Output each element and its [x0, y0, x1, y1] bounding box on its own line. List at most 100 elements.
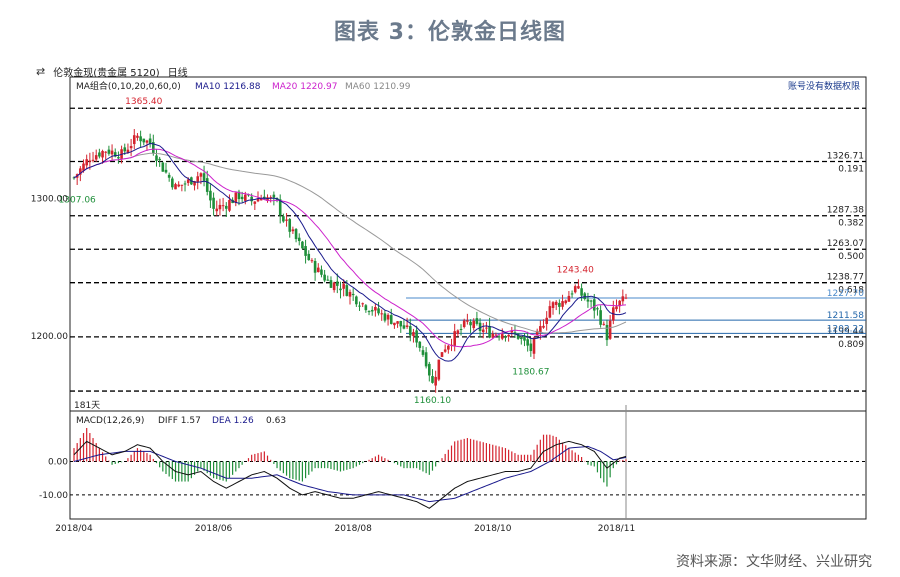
dea-line	[73, 445, 627, 503]
candle-body	[567, 295, 571, 302]
candle-body	[405, 325, 409, 327]
candle-body	[370, 309, 374, 312]
candle-body	[123, 147, 127, 152]
candle-body	[161, 162, 165, 172]
date-tick-label: 2018/08	[334, 524, 372, 534]
candle-body	[589, 300, 593, 302]
support-line-label: 1202.22	[827, 324, 864, 334]
candle-body	[456, 330, 460, 334]
candle-body	[183, 183, 187, 185]
candle-body	[72, 177, 76, 179]
candle-body	[355, 296, 358, 305]
candle-body	[421, 350, 425, 355]
candle-body	[586, 299, 590, 302]
candle-body	[196, 176, 200, 182]
account-notice: 账号没有数据权限	[788, 80, 860, 92]
candle-body	[380, 313, 384, 315]
candle-body	[615, 306, 618, 310]
fib-price-label: 1238.77	[827, 273, 864, 283]
period-label[interactable]: 日线	[167, 68, 188, 79]
candle-body	[364, 305, 368, 311]
candle-body	[320, 269, 323, 275]
candle-body	[618, 300, 621, 307]
candle-body	[269, 197, 272, 199]
fib-ratio-label: 0.618	[838, 286, 864, 296]
candle-body	[396, 321, 399, 324]
macd-legend-label: MACD(12,26,9)	[76, 416, 144, 426]
candle-body	[253, 201, 257, 204]
candle-body	[348, 291, 352, 297]
ma-legend-label: MA组合(0,10,20,0,60,0)	[76, 80, 181, 92]
candle-body	[199, 173, 203, 177]
candle-body	[237, 191, 241, 200]
candle-body	[516, 333, 520, 339]
candle-body	[621, 296, 625, 302]
candle-body	[259, 198, 263, 201]
candle-body	[523, 335, 526, 341]
candle-body	[488, 326, 491, 338]
candle-body	[107, 149, 111, 154]
candle-body	[377, 308, 380, 314]
candle-body	[447, 345, 450, 350]
fib-ratio-label: 0.500	[838, 252, 864, 262]
candle-body	[577, 286, 580, 289]
candle-body	[288, 219, 292, 232]
candle-body	[234, 192, 238, 203]
price-annotation: 1365.40	[125, 97, 162, 107]
candle-body	[526, 339, 529, 346]
arrows-icon[interactable]: ⇄	[36, 65, 46, 78]
candle-body	[402, 325, 406, 329]
support-line-label: 1227.70	[827, 289, 864, 299]
candle-body	[520, 338, 523, 340]
candle-body	[393, 322, 396, 326]
candle-body	[316, 267, 320, 273]
instrument-label[interactable]: 伦敦金现(贵金属 5120)	[53, 68, 160, 79]
ma20-legend: MA20 1220.97	[272, 82, 337, 92]
candle-body	[431, 376, 434, 383]
candle-body	[440, 352, 444, 357]
candle-body	[583, 293, 587, 299]
candle-body	[415, 330, 418, 343]
candle-body	[310, 260, 314, 262]
diff-line	[73, 440, 627, 509]
candle-body	[139, 136, 142, 142]
candle-body	[282, 216, 285, 222]
candle-body	[573, 286, 577, 293]
candle-body	[453, 331, 456, 346]
candle-body	[285, 219, 288, 221]
candle-body	[136, 135, 139, 138]
candle-body	[624, 297, 628, 299]
fib-ratio-label: 0.191	[838, 165, 864, 175]
chart-toolbar: ⇄ 伦敦金现(贵金属 5120) 日线	[36, 64, 188, 79]
candle-body	[221, 205, 225, 207]
candle-body	[383, 313, 387, 321]
candle-body	[171, 178, 174, 188]
candle-body	[177, 184, 180, 187]
fib-price-label: 1287.38	[827, 206, 864, 216]
candle-body	[339, 288, 342, 291]
ma60-line	[73, 152, 627, 334]
date-tick-label: 2018/06	[195, 524, 233, 534]
candle-body	[88, 160, 92, 162]
candle-body	[278, 199, 282, 216]
candle-body	[434, 376, 437, 386]
candle-body	[358, 305, 361, 307]
candle-body	[599, 310, 602, 325]
candle-body	[513, 332, 517, 334]
candle-body	[186, 179, 190, 183]
candle-body	[412, 332, 415, 337]
fib-price-label: 1263.07	[827, 239, 864, 249]
candle-body	[558, 302, 561, 307]
candle-body	[332, 282, 336, 291]
candle-body	[481, 329, 485, 333]
candle-body	[193, 181, 196, 186]
candle-body	[539, 326, 542, 333]
candle-body	[82, 163, 85, 171]
figure-title: 图表 3：伦敦金日线图	[334, 20, 566, 45]
candle-body	[408, 326, 412, 336]
ma20-line	[73, 148, 627, 348]
candle-body	[244, 194, 247, 201]
candle-body	[113, 152, 117, 157]
fib-ratio-label: 0.382	[838, 219, 864, 229]
candle-body	[386, 314, 390, 320]
